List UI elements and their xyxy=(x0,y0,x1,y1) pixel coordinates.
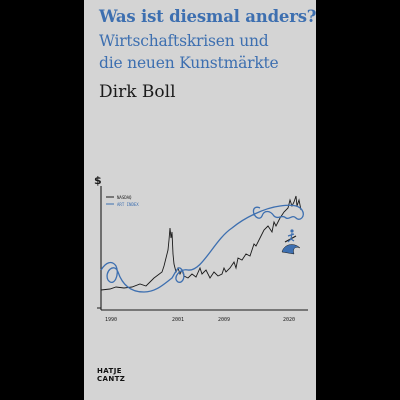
legend-label-nasdaq: NASDAQ xyxy=(117,195,132,200)
nasdaq-line xyxy=(100,195,302,291)
chart-y-axis-symbol: $ xyxy=(94,174,102,187)
hand-drawn-chart: $ NASDAQ ART INDEX 1990 2001 2009 2020 xyxy=(94,174,308,323)
book-cover: Was ist diesmal anders? Wirtschaftskrise… xyxy=(84,0,316,400)
publisher-logo-line-1: HATJE xyxy=(97,367,122,375)
x-tick-label: 2009 xyxy=(218,317,230,323)
art-index-line xyxy=(100,204,304,293)
book-subtitle-line-1: Wirtschaftskrisen und xyxy=(99,32,269,50)
book-author: Dirk Boll xyxy=(99,82,176,102)
legend-label-art-index: ART INDEX xyxy=(117,202,139,207)
surfer-on-wave-icon xyxy=(281,229,301,255)
x-tick-label: 2020 xyxy=(283,317,295,323)
x-tick-label: 2001 xyxy=(172,317,184,323)
book-subtitle-line-2: die neuen Kunstmärkte xyxy=(99,54,279,72)
book-title: Was ist diesmal anders? xyxy=(99,7,317,26)
x-tick-label: 1990 xyxy=(105,317,117,323)
publisher-logo-line-2: CANTZ xyxy=(97,374,126,383)
publisher-logo: HATJE CANTZ xyxy=(97,367,126,383)
